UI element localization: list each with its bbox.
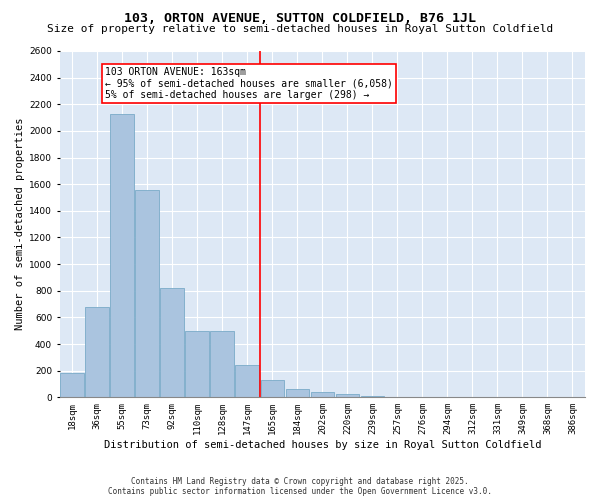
- X-axis label: Distribution of semi-detached houses by size in Royal Sutton Coldfield: Distribution of semi-detached houses by …: [104, 440, 541, 450]
- Y-axis label: Number of semi-detached properties: Number of semi-detached properties: [15, 118, 25, 330]
- Bar: [235, 366, 259, 398]
- Bar: [185, 330, 209, 398]
- Bar: [286, 390, 309, 398]
- Bar: [160, 288, 184, 398]
- Bar: [110, 114, 134, 398]
- Bar: [85, 307, 109, 398]
- Bar: [461, 396, 484, 398]
- Text: 103, ORTON AVENUE, SUTTON COLDFIELD, B76 1JL: 103, ORTON AVENUE, SUTTON COLDFIELD, B76…: [124, 12, 476, 26]
- Bar: [335, 394, 359, 398]
- Text: Size of property relative to semi-detached houses in Royal Sutton Coldfield: Size of property relative to semi-detach…: [47, 24, 553, 34]
- Bar: [361, 396, 385, 398]
- Text: Contains HM Land Registry data © Crown copyright and database right 2025.
Contai: Contains HM Land Registry data © Crown c…: [108, 476, 492, 496]
- Bar: [386, 396, 409, 398]
- Bar: [211, 330, 234, 398]
- Bar: [311, 392, 334, 398]
- Text: 103 ORTON AVENUE: 163sqm
← 95% of semi-detached houses are smaller (6,058)
5% of: 103 ORTON AVENUE: 163sqm ← 95% of semi-d…: [105, 67, 392, 100]
- Bar: [61, 374, 84, 398]
- Bar: [260, 380, 284, 398]
- Bar: [136, 190, 159, 398]
